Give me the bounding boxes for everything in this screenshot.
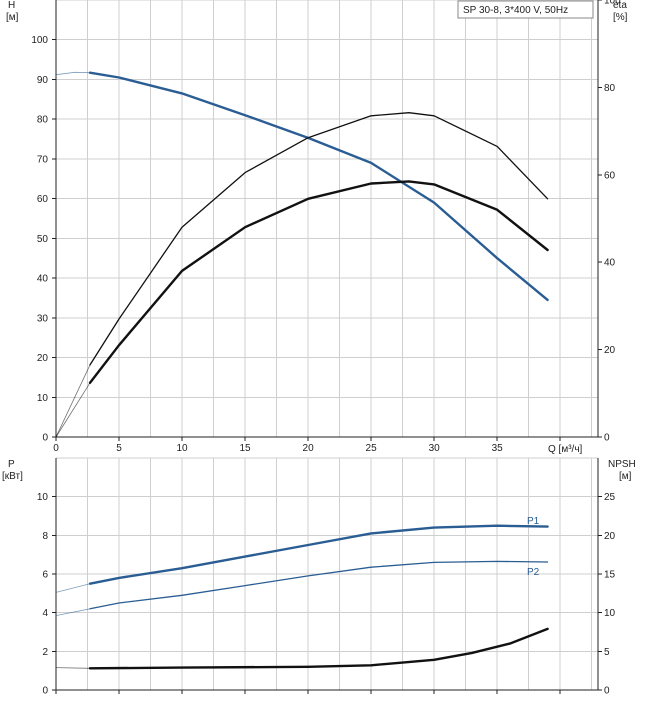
npsh-axis-unit: [м] (619, 471, 632, 482)
upper-x-tick-label: 20 (303, 443, 315, 454)
npsh-curve (88, 627, 549, 670)
lower-left-tick-label: 6 (42, 570, 48, 581)
p2-curve-extension (55, 608, 91, 616)
upper-plot-head-efficiency: 0 10 20 30 40 50 60 70 80 90 100 0 20 40 60 80 100 0 5 10 15… (31, 0, 621, 454)
head-axis-unit: [м] (6, 12, 19, 23)
lower-right-tick-label: 25 (604, 492, 616, 503)
lower-plot-power-npsh: 0 2 4 6 8 10 0 5 10 15 20 25 (37, 457, 616, 697)
p1-curve (88, 524, 549, 585)
upper-right-tick-label: 40 (604, 258, 616, 269)
lower-left-tick-label: 8 (42, 531, 48, 542)
eta-thick-curve-extension (55, 382, 91, 438)
npsh-axis-label: NPSH (608, 459, 636, 470)
upper-left-tick-label: 30 (37, 313, 49, 324)
upper-x-tick-label: 15 (240, 443, 252, 454)
lower-right-tick-label: 5 (604, 647, 610, 658)
upper-right-tick-label: 60 (604, 170, 616, 181)
title-box (457, 0, 594, 19)
npsh-curve-extension (55, 667, 91, 669)
head-axis-label: H (8, 0, 15, 11)
upper-left-tick-label: 10 (37, 393, 49, 404)
upper-x-tick-label: 35 (492, 443, 504, 454)
upper-left-tick-label: 60 (37, 194, 49, 205)
eta-axis-unit: [%] (613, 12, 628, 23)
lower-left-tick-label: 10 (37, 492, 49, 503)
upper-left-tick-label: 80 (37, 115, 49, 126)
upper-left-tick-label: 90 (37, 75, 49, 86)
upper-x-tick-label: 5 (116, 443, 122, 454)
lower-right-tick-label: 20 (604, 531, 616, 542)
upper-x-tick-label: 0 (53, 443, 59, 454)
flow-axis-label: Q [м³/ч] (548, 444, 583, 455)
upper-right-tick-label: 100 (604, 0, 621, 7)
eta-thin-curve (89, 112, 549, 366)
p1-curve-extension (55, 583, 91, 593)
upper-left-tick-label: 50 (37, 234, 49, 245)
lower-right-tick-label: 10 (604, 608, 616, 619)
eta-thin-curve-extension (55, 364, 91, 438)
upper-right-tick-label: 20 (604, 345, 616, 356)
upper-right-tick-label: 0 (604, 433, 610, 444)
head-curve (88, 71, 549, 302)
p2-curve (89, 560, 549, 610)
lower-right-tick-label: 15 (604, 570, 616, 581)
chart-title: SP 30-8, 3*400 V, 50Hz (463, 5, 568, 16)
eta-axis-label: eta (613, 0, 627, 11)
lower-left-tick-label: 4 (42, 608, 48, 619)
series-label-p1: P1 (527, 516, 540, 527)
upper-left-tick-label: 100 (31, 35, 48, 46)
power-axis-unit: [кВт] (2, 471, 23, 482)
power-axis-label: P (8, 459, 15, 470)
eta-thick-curve (88, 180, 549, 384)
lower-right-tick-label: 0 (604, 686, 610, 697)
upper-right-tick-label: 80 (604, 83, 616, 94)
upper-left-tick-label: 0 (42, 433, 48, 444)
upper-left-tick-label: 20 (37, 353, 49, 364)
series-label-p2: P2 (527, 567, 540, 578)
upper-x-tick-label: 25 (366, 443, 378, 454)
head-curve-extension (55, 71, 91, 76)
lower-left-tick-label: 2 (42, 647, 48, 658)
upper-left-tick-label: 70 (37, 154, 49, 165)
upper-x-tick-label: 30 (429, 443, 441, 454)
lower-left-tick-label: 0 (42, 686, 48, 697)
upper-x-tick-label: 10 (176, 443, 188, 454)
upper-left-tick-label: 40 (37, 274, 49, 285)
